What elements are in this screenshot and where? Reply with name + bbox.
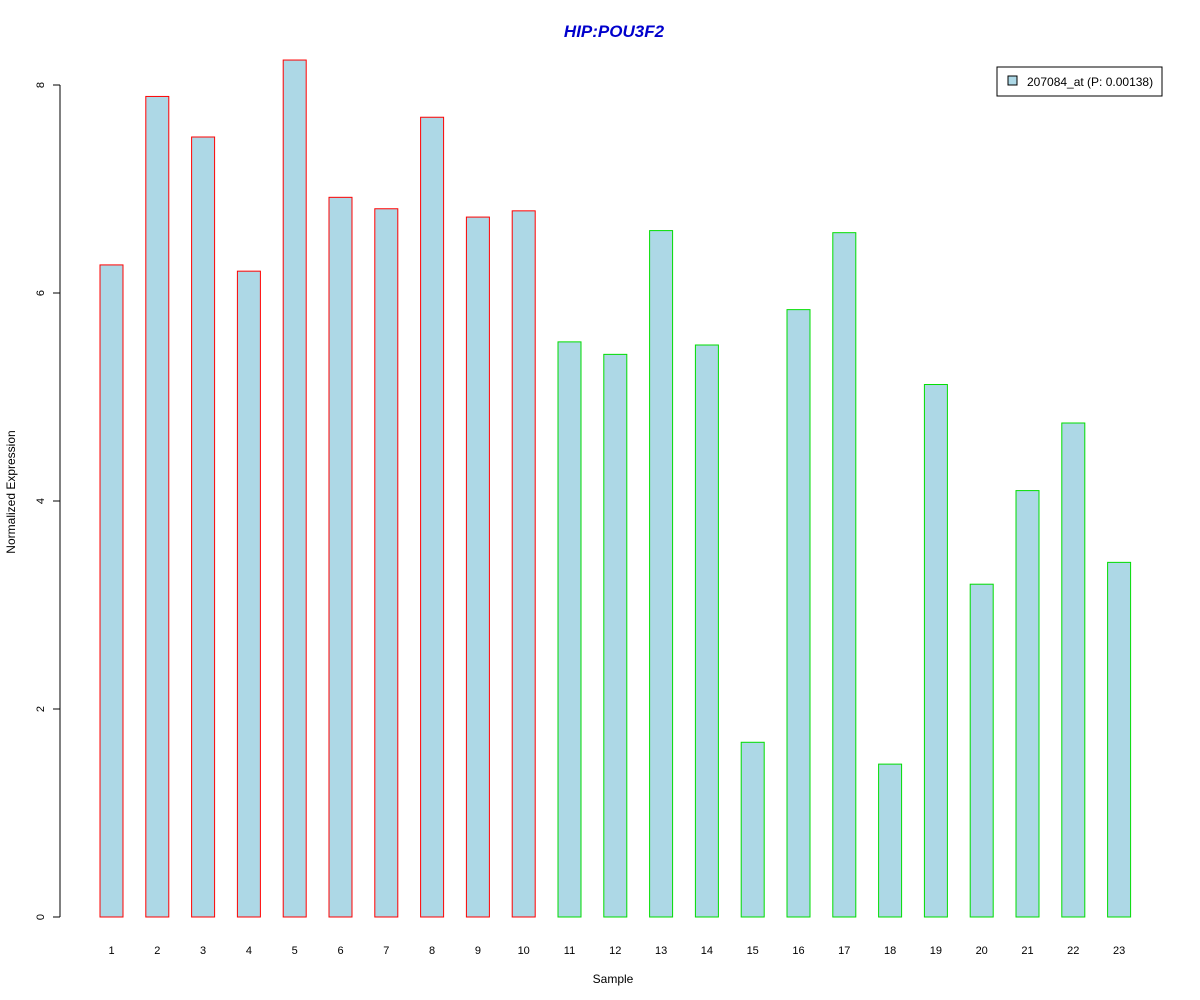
bar-sample-14 — [694, 344, 719, 918]
y-tick-label: 6 — [35, 290, 47, 296]
bar-sample-10 — [511, 210, 536, 918]
x-tick-label: 17 — [838, 945, 850, 957]
y-axis: 0 2 4 6 8 — [35, 82, 61, 920]
bar-sample-13 — [649, 230, 674, 918]
x-tick-label: 1 — [108, 945, 114, 957]
x-tick-label: 16 — [792, 945, 804, 957]
x-tick-labels: 1 2 3 4 5 6 7 8 9 10 11 12 13 14 15 16 17 18 19 20 21 22 23 — [108, 945, 1125, 957]
bar-sample-22 — [1061, 422, 1086, 918]
x-tick-label: 9 — [475, 945, 481, 957]
x-tick-label: 4 — [246, 945, 252, 957]
y-axis-label: Normalized Expression — [4, 430, 18, 553]
chart-title: HIP:POU3F2 — [564, 22, 665, 41]
y-tick-label: 4 — [35, 498, 47, 504]
y-tick-label: 0 — [35, 914, 47, 920]
x-tick-label: 18 — [884, 945, 896, 957]
x-tick-label: 23 — [1113, 945, 1125, 957]
bar-sample-3 — [191, 136, 216, 918]
legend-swatch — [1007, 75, 1018, 86]
bar-sample-9 — [465, 216, 490, 918]
x-tick-label: 2 — [154, 945, 160, 957]
x-tick-label: 21 — [1021, 945, 1033, 957]
x-tick-label: 22 — [1067, 945, 1079, 957]
x-axis-label: Sample — [593, 972, 634, 986]
legend-entry: 207084_at (P: 0.00138) — [1027, 75, 1153, 89]
bar-sample-17 — [832, 232, 857, 918]
legend: 207084_at (P: 0.00138) — [996, 66, 1163, 97]
x-tick-label: 13 — [655, 945, 667, 957]
bar-sample-8 — [420, 116, 445, 918]
bar-sample-7 — [374, 208, 399, 918]
bar-sample-23 — [1107, 561, 1132, 918]
x-tick-label: 14 — [701, 945, 713, 957]
x-tick-label: 5 — [292, 945, 298, 957]
x-tick-label: 15 — [747, 945, 759, 957]
bar-sample-2 — [145, 95, 170, 918]
bar-sample-6 — [328, 196, 353, 918]
x-tick-label: 19 — [930, 945, 942, 957]
bar-sample-18 — [878, 763, 903, 918]
x-tick-label: 11 — [564, 945, 575, 957]
x-tick-label: 7 — [383, 945, 389, 957]
x-tick-label: 10 — [518, 945, 530, 957]
bar-sample-1 — [99, 264, 124, 918]
y-tick-label: 8 — [35, 82, 47, 88]
bar-sample-19 — [923, 384, 948, 918]
x-tick-label: 6 — [337, 945, 343, 957]
bars — [99, 59, 1132, 918]
bar-sample-15 — [740, 741, 765, 918]
bar-sample-20 — [969, 583, 994, 918]
y-tick-label: 2 — [35, 706, 47, 712]
x-tick-label: 3 — [200, 945, 206, 957]
legend-box — [996, 66, 1163, 97]
bar-sample-16 — [786, 309, 811, 918]
bar-sample-11 — [557, 341, 582, 918]
bar-sample-21 — [1015, 490, 1040, 918]
x-tick-label: 20 — [976, 945, 988, 957]
x-tick-label: 12 — [609, 945, 621, 957]
bar-sample-4 — [236, 270, 261, 918]
x-tick-label: 8 — [429, 945, 435, 957]
bar-sample-12 — [603, 353, 628, 918]
bar-sample-5 — [282, 59, 307, 918]
